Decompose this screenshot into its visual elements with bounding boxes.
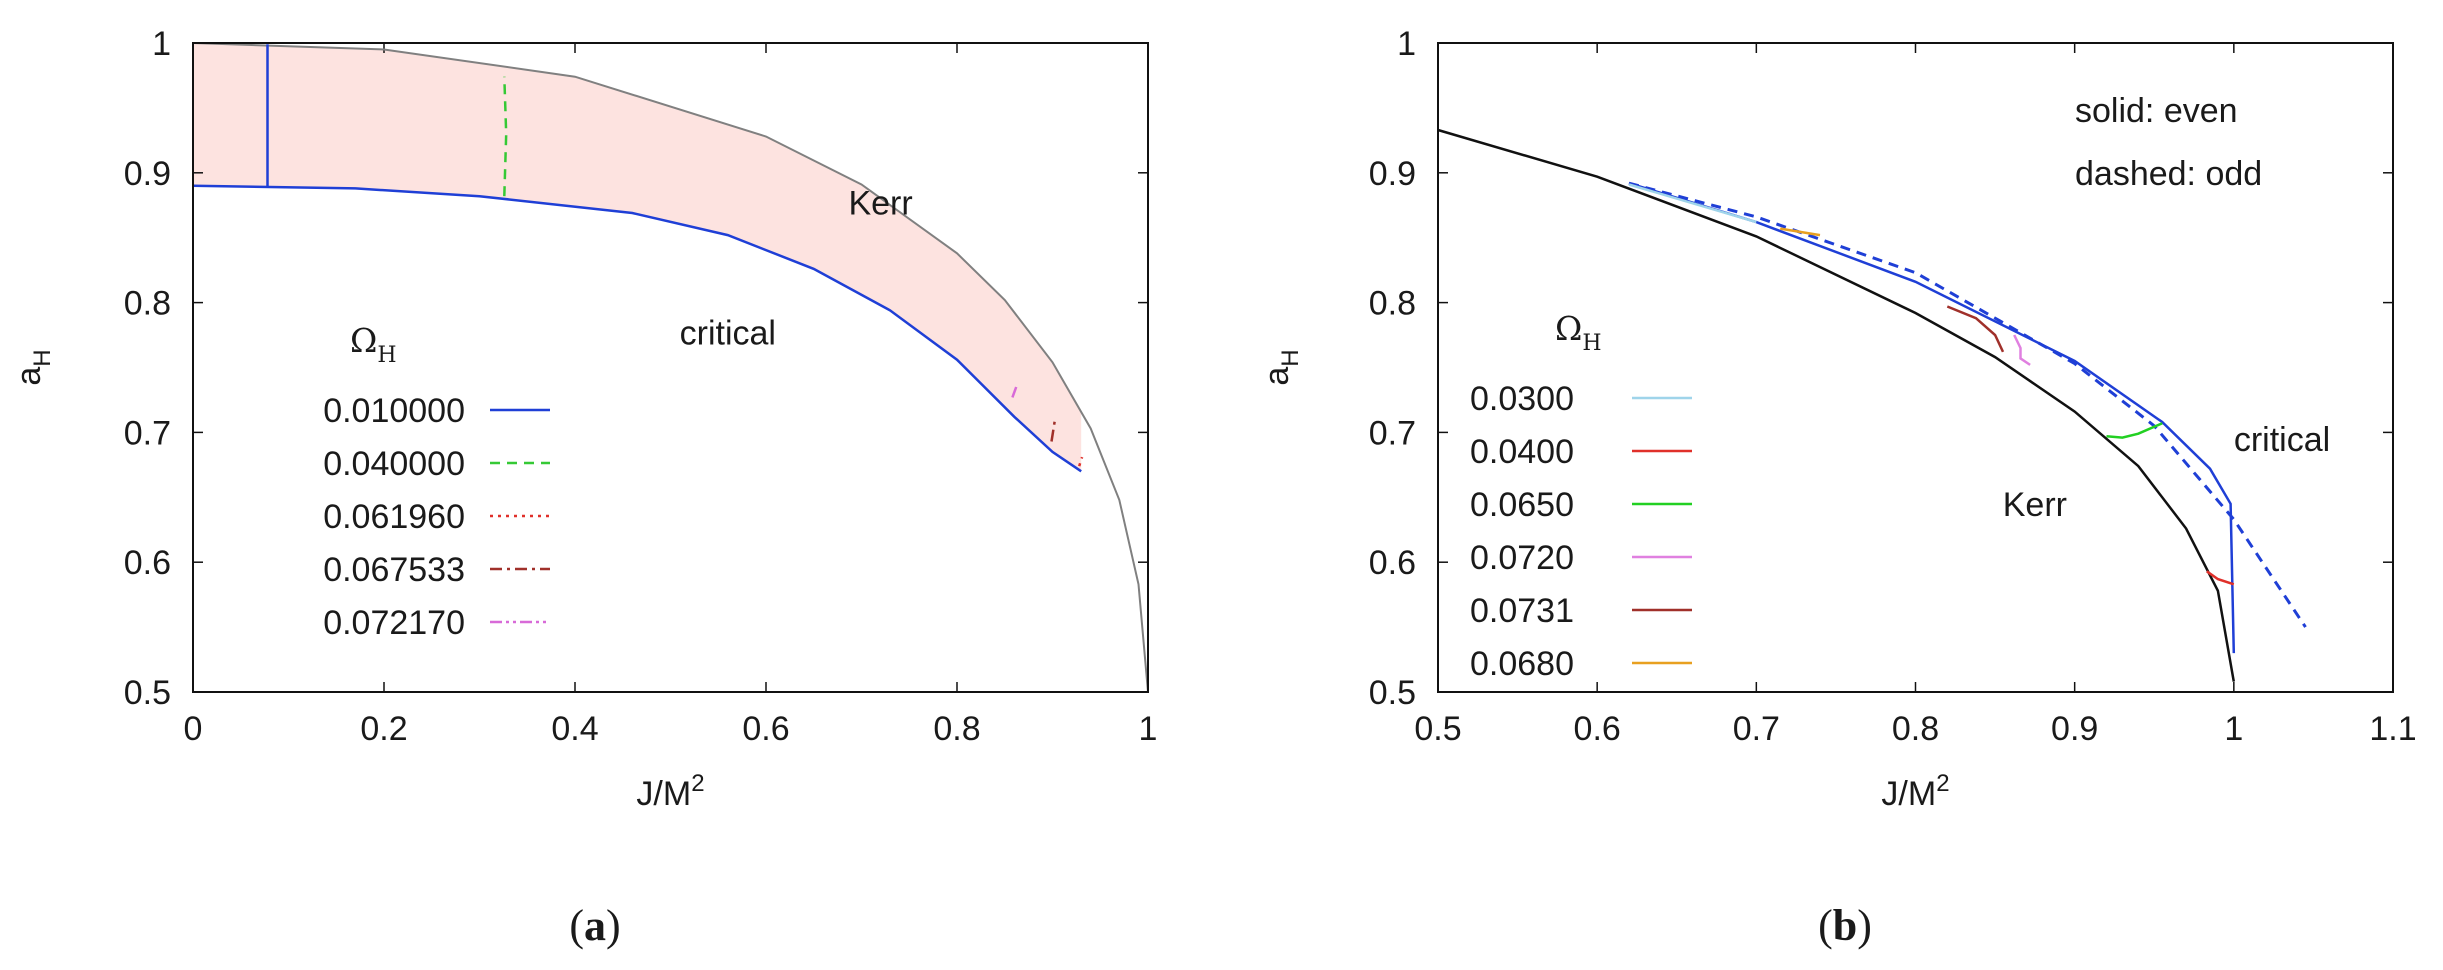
y-tick-label: 0.9 — [1369, 155, 1416, 193]
series-line — [1946, 305, 2005, 353]
x-tick-label: 0.6 — [1574, 710, 1621, 748]
kerr-curve — [1437, 128, 2236, 682]
x-axis-label: J/M2 — [1881, 770, 1949, 813]
axis-ticks: 0.5 0.6 0.7 0.8 0.9 1 1.1 0.5 0.6 0.7 0.8 0.9 1 — [1369, 25, 2417, 748]
y-tick-label: 0.7 — [1369, 414, 1416, 452]
y-tick-label: 0.7 — [124, 414, 171, 452]
y-axis-label: aH — [10, 349, 56, 385]
y-tick-label: 1 — [152, 25, 171, 63]
x-tick-label: 0.7 — [1733, 710, 1780, 748]
y-tick-label: 0.6 — [1369, 544, 1416, 582]
series-line — [2013, 334, 2031, 366]
series-line — [1050, 416, 1057, 442]
legend-label: 0.0650 — [1470, 486, 1574, 524]
y-axis-label: aH — [1258, 349, 1304, 385]
panel-caption: (b) — [1818, 901, 1872, 950]
legend: ΩH 0.010000 0.040000 0.061960 0.067533 0.072… — [323, 321, 550, 642]
plot-frame — [192, 42, 1149, 693]
shaded-region — [193, 43, 1082, 472]
series-line — [2106, 422, 2163, 439]
critical-annotation: critical — [680, 314, 776, 352]
critical-curve — [192, 184, 1082, 473]
plot-curves — [1437, 128, 2307, 682]
kerr-annotation: Kerr — [848, 185, 912, 223]
y-tick-label: 1 — [1397, 25, 1416, 63]
legend-label: 0.0680 — [1470, 645, 1574, 683]
critical-annotation: critical — [2234, 421, 2330, 459]
series-line — [1628, 183, 1757, 224]
y-tick-label: 0.5 — [1369, 674, 1416, 712]
legend: ΩH 0.0300 0.0400 0.0650 0.0720 0.0731 0.0680 — [1470, 309, 1692, 683]
x-tick-label: 0.2 — [360, 710, 407, 748]
series-line — [2206, 570, 2235, 586]
legend-label: 0.0400 — [1470, 433, 1574, 471]
y-tick-label: 0.8 — [1369, 285, 1416, 323]
plot-frame — [1437, 42, 2394, 693]
series-line — [1011, 386, 1018, 398]
y-tick-label: 0.9 — [124, 155, 171, 193]
x-axis-label: J/M2 — [636, 770, 704, 813]
series-line — [503, 76, 508, 197]
critical-odd-curve — [1628, 181, 2307, 628]
x-tick-label: 0.9 — [2051, 710, 2098, 748]
legend-label: 0.010000 — [323, 392, 465, 430]
panel-b: 0.5 0.6 0.7 0.8 0.9 1 1.1 0.5 0.6 0.7 0.8 0.9 1 Kerr… — [1258, 25, 2417, 950]
legend-label: 0.067533 — [323, 551, 465, 589]
style-note-solid: solid: even — [2075, 92, 2238, 130]
kerr-annotation: Kerr — [2003, 486, 2067, 524]
x-tick-label: 0.6 — [742, 710, 789, 748]
legend-label: 0.072170 — [323, 604, 465, 642]
x-tick-label: 0.4 — [551, 710, 598, 748]
panel-caption: (a) — [569, 901, 620, 950]
series-line — [1779, 227, 1821, 237]
y-tick-label: 0.5 — [124, 674, 171, 712]
axis-ticks: 0 0.2 0.4 0.6 0.8 1 0.5 0.6 0.7 0.8 0.9 1 — [124, 25, 1158, 748]
series-line — [1078, 456, 1084, 467]
x-tick-label: 0.8 — [1892, 710, 1939, 748]
x-tick-label: 0.8 — [933, 710, 980, 748]
legend-label: 0.061960 — [323, 498, 465, 536]
x-tick-label: 1 — [1139, 710, 1158, 748]
panel-a: 0 0.2 0.4 0.6 0.8 1 0.5 0.6 0.7 0.8 0.9 1 Kerr crit… — [10, 25, 1157, 950]
style-note-dashed: dashed: odd — [2075, 155, 2262, 193]
legend-label: 0.0720 — [1470, 539, 1574, 577]
x-tick-label: 1 — [2224, 710, 2243, 748]
x-tick-label: 0 — [184, 710, 203, 748]
legend-title: ΩH — [350, 321, 397, 368]
x-tick-label: 1.1 — [2369, 710, 2416, 748]
plot-curves — [192, 42, 1149, 693]
legend-title: ΩH — [1555, 309, 1602, 356]
legend-label: 0.040000 — [323, 445, 465, 483]
y-tick-label: 0.6 — [124, 544, 171, 582]
x-tick-label: 0.5 — [1414, 710, 1461, 748]
legend-label: 0.0731 — [1470, 592, 1574, 630]
y-tick-label: 0.8 — [124, 285, 171, 323]
kerr-curve — [192, 42, 1149, 693]
critical-even-curve — [1628, 182, 2236, 654]
legend-label: 0.0300 — [1470, 380, 1574, 418]
